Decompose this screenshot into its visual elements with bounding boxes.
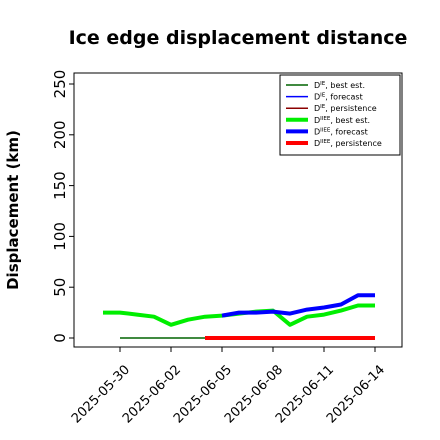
plot-frame (73, 72, 403, 348)
y-tick-label: 250 (51, 70, 69, 99)
y-tick-label: 100 (51, 222, 69, 251)
series-line (103, 303, 375, 327)
legend: DIE, best est. DIE, forecast DIE, persiste… (279, 74, 401, 156)
legend-entry: DIIEE, persistence (314, 139, 382, 148)
legend-entry: DIE, persistence (314, 104, 377, 113)
y-tick-label: 200 (51, 120, 69, 149)
y-tick-label: 50 (51, 278, 69, 297)
y-axis-label: Displacement (km) (4, 130, 22, 290)
legend-entry: DIIEE, forecast (314, 127, 368, 136)
legend-entry: DIE, forecast (314, 93, 363, 102)
series-layer (103, 293, 375, 340)
y-axis: 0 50 100 150 200 250 (51, 70, 74, 343)
x-axis: 2025-05-302025-06-022025-06-052025-06-08… (69, 347, 388, 426)
legend-entry: DIE, best est. (314, 81, 365, 90)
y-tick-label: 150 (51, 171, 69, 200)
legend-entry: DIIEE, best est. (314, 116, 370, 125)
y-tick-label: 0 (51, 333, 69, 343)
chart-title: Ice edge displacement distance (69, 27, 408, 49)
series-line (221, 293, 375, 318)
